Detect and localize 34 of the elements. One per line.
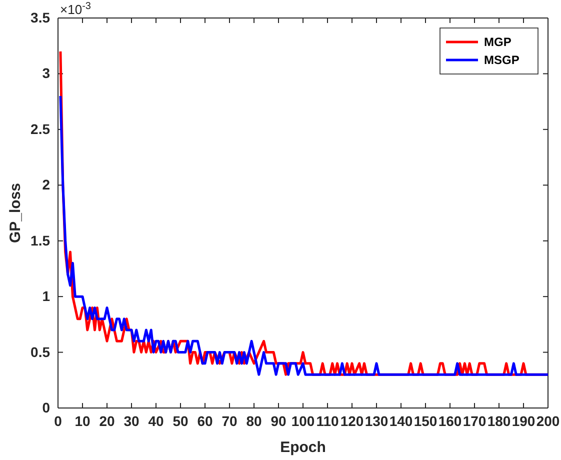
x-tick-label: 70 — [222, 412, 238, 429]
legend-label: MSGP — [484, 53, 520, 67]
legend-label: MGP — [484, 35, 512, 49]
x-axis-title: Epoch — [280, 439, 326, 456]
y-tick-label: 3.5 — [30, 9, 50, 26]
x-tick-label: 60 — [197, 412, 213, 429]
x-tick-label: 20 — [99, 412, 115, 429]
y-tick-label: 3 — [42, 65, 50, 82]
x-tick-label: 150 — [414, 412, 438, 429]
y-tick-label: 0.5 — [30, 344, 50, 360]
y-tick-label: 2 — [42, 176, 50, 193]
x-tick-label: 40 — [148, 412, 164, 429]
y-axis-title: GP_loss — [7, 182, 24, 244]
x-tick-label: 190 — [512, 412, 536, 429]
y-tick-label: 2.5 — [30, 120, 50, 137]
x-tick-label: 80 — [246, 412, 262, 429]
y-tick-label: 0 — [42, 399, 50, 416]
x-tick-label: 160 — [438, 412, 462, 429]
x-tick-label: 10 — [74, 412, 90, 429]
x-tick-label: 120 — [340, 412, 364, 429]
x-tick-label: 130 — [364, 412, 388, 429]
x-tick-label: 50 — [172, 412, 188, 429]
x-tick-label: 0 — [54, 412, 62, 429]
x-tick-label: 200 — [536, 412, 560, 429]
x-tick-label: 90 — [270, 412, 286, 429]
y-tick-label: 1 — [42, 288, 50, 304]
x-tick-label: 100 — [291, 412, 315, 429]
x-tick-label: 140 — [389, 412, 413, 429]
x-tick-label: 30 — [124, 412, 140, 429]
x-tick-label: 180 — [487, 412, 511, 429]
x-tick-label: 170 — [462, 412, 486, 429]
y-tick-label: 1.5 — [30, 232, 50, 248]
x-tick-label: 110 — [316, 412, 340, 429]
text: ×10$^{-3}$ — [60, 0, 92, 17]
